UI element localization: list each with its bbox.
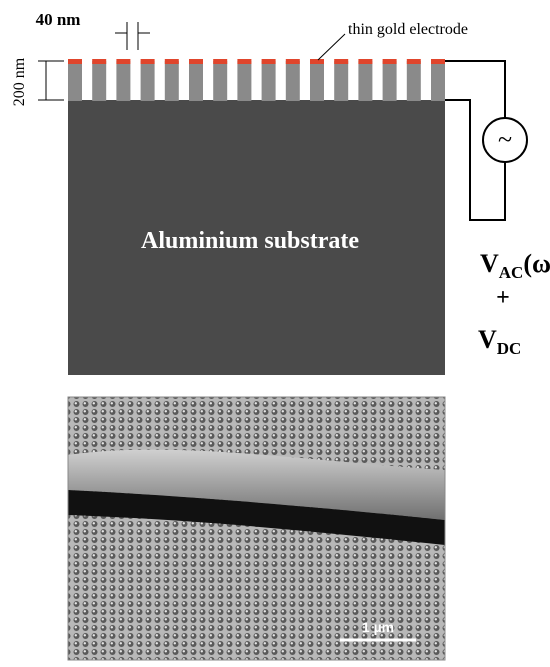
ac-symbol: ~ [498, 125, 512, 154]
pillar [92, 61, 106, 101]
pillar [310, 61, 324, 101]
height-label: 200 nm [11, 57, 28, 106]
pillar [286, 61, 300, 101]
gold-electrode [286, 59, 300, 64]
gold-electrode [358, 59, 372, 64]
subscript: DC [497, 339, 522, 358]
gold-electrode [213, 59, 227, 64]
pillar [358, 61, 372, 101]
v: V [478, 325, 497, 354]
pillar [431, 61, 445, 101]
pillar [383, 61, 397, 101]
pillar [237, 61, 251, 101]
spacing-marker [115, 22, 150, 50]
substrate-label: Aluminium substrate [141, 228, 359, 254]
pillar [189, 61, 203, 101]
subscript: AC [499, 263, 524, 282]
pillar [262, 61, 276, 101]
sem-image: 1 µm [68, 397, 445, 660]
height-marker [38, 61, 64, 100]
pillar [165, 61, 179, 101]
gold-electrode [141, 59, 155, 64]
gold-electrode [92, 59, 106, 64]
plus: + [496, 285, 510, 311]
electrode-pointer [318, 34, 345, 60]
gold-electrode [407, 59, 421, 64]
gold-electrode [189, 59, 203, 64]
pillar [407, 61, 421, 101]
gold-electrode [431, 59, 445, 64]
electrode-label: thin gold electrode [348, 21, 468, 38]
pillar [68, 61, 82, 101]
pillar [116, 61, 130, 101]
gold-electrode [68, 59, 82, 64]
scale-bar-label: 1 µm [362, 619, 394, 635]
v: V [480, 249, 499, 278]
pillar [213, 61, 227, 101]
gold-electrode [237, 59, 251, 64]
omega: (ω) [523, 249, 550, 278]
gold-electrode [334, 59, 348, 64]
pillar [334, 61, 348, 101]
spacing-label: 40 nm [36, 10, 81, 29]
gold-electrode [310, 59, 324, 64]
v-dc: VDC [478, 325, 521, 358]
figure: Aluminium substrate 40 nm 200 nm thin go… [0, 0, 550, 667]
gold-electrode [383, 59, 397, 64]
gold-electrode [262, 59, 276, 64]
pillar [141, 61, 155, 101]
v-ac: VAC(ω) [480, 249, 550, 282]
pillars [68, 59, 445, 101]
gold-electrode [116, 59, 130, 64]
wire [445, 61, 505, 118]
gold-electrode [165, 59, 179, 64]
